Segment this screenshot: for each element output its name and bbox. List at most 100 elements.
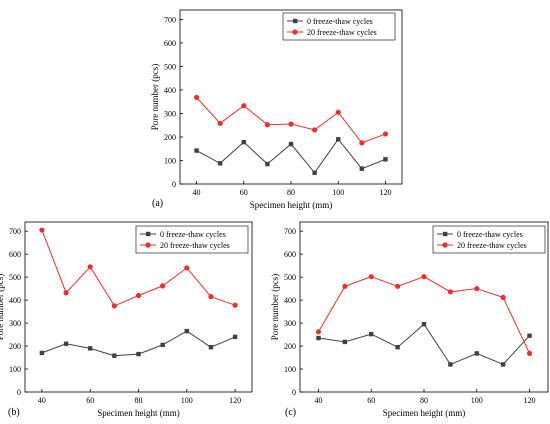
data-point-circle: [421, 274, 427, 280]
legend-box: [432, 225, 546, 254]
x-tick-label: 80: [135, 396, 143, 405]
data-point-square: [160, 342, 165, 348]
legend-box: [135, 225, 249, 254]
x-axis-label: Specimen height (mm): [97, 408, 179, 418]
series-line-1: [318, 323, 530, 366]
legend: 0 freeze-thaw cycles 20 freeze-thaw cycle…: [432, 225, 546, 254]
data-point-square: [500, 362, 506, 367]
legend-box: [282, 12, 396, 41]
legend: 0 freeze-thaw cycles 20 freeze-thaw cycle…: [135, 225, 249, 254]
chart-panel-2: 0 100 200 300 400 500 600 700 40 60 80 100 120 Specim…: [0, 221, 253, 418]
y-tick-label: 100: [164, 156, 176, 165]
data-point-square: [136, 351, 141, 357]
data-point-square: [39, 350, 45, 356]
x-tick-label: 40: [38, 396, 46, 405]
data-point-circle: [87, 264, 93, 270]
data-point-square: [395, 345, 400, 350]
legend-marker-circle: [442, 242, 448, 248]
y-tick-label: 600: [284, 250, 296, 259]
y-tick-label: 700: [284, 227, 296, 236]
panel-label: (a): [152, 198, 163, 209]
y-tick-label: 200: [284, 342, 296, 351]
y-tick-label: 200: [164, 133, 176, 142]
data-point-circle: [368, 274, 374, 280]
y-tick-label: 200: [9, 342, 21, 351]
x-tick-label: 100: [332, 188, 344, 197]
chart-panel-1: 0 100 200 300 400 500 600 700 40 60 80 100 120 Specim…: [150, 9, 403, 210]
data-point-circle: [288, 121, 294, 127]
data-point-square: [88, 346, 93, 351]
legend-label: 20 freeze-thaw cycles: [160, 241, 230, 250]
x-tick-label: 100: [471, 396, 483, 405]
x-tick-label: 40: [314, 396, 322, 405]
y-tick-label: 500: [9, 273, 21, 282]
y-tick-label: 0: [17, 388, 21, 397]
legend-label: 0 freeze-thaw cycles: [307, 17, 373, 26]
series-line-2: [196, 97, 386, 144]
y-tick-label: 500: [284, 273, 296, 282]
data-point-square: [241, 139, 246, 145]
legend-marker-circle: [145, 242, 151, 248]
data-point-square: [448, 362, 453, 367]
y-tick-label: 700: [164, 15, 176, 24]
y-axis-label: Pore number (pcs): [0, 274, 5, 340]
x-tick-label: 60: [86, 396, 94, 405]
data-point-circle: [382, 131, 389, 137]
data-point-square: [265, 161, 270, 167]
data-point-circle: [335, 109, 341, 115]
data-point-circle: [359, 140, 365, 146]
x-tick-label: 100: [181, 396, 193, 405]
data-point-circle: [312, 127, 318, 133]
data-point-square: [312, 170, 317, 175]
data-point-circle: [160, 283, 166, 289]
data-point-square: [369, 331, 374, 337]
data-point-circle: [241, 103, 247, 109]
legend-label: 0 freeze-thaw cycles: [457, 230, 523, 239]
legend-label: 20 freeze-thaw cycles: [307, 28, 377, 37]
data-point-square: [184, 328, 189, 334]
legend-label: 20 freeze-thaw cycles: [457, 241, 527, 250]
data-point-circle: [193, 94, 200, 101]
legend-marker-square: [443, 231, 448, 237]
y-tick-label: 400: [284, 296, 296, 305]
data-point-square: [208, 345, 214, 350]
y-tick-label: 0: [292, 388, 296, 397]
data-point-circle: [264, 122, 270, 128]
legend: 0 freeze-thaw cycles 20 freeze-thaw cycle…: [282, 12, 396, 41]
y-tick-label: 500: [164, 62, 176, 71]
y-tick-label: 400: [9, 296, 21, 305]
y-axis-label: Pore number (pcs): [270, 274, 280, 340]
data-point-square: [217, 161, 223, 166]
data-point-circle: [474, 286, 480, 292]
data-point-circle: [526, 350, 533, 357]
data-point-square: [383, 157, 388, 162]
x-tick-label: 60: [367, 396, 375, 405]
data-point-square: [336, 137, 341, 142]
x-tick-label: 80: [287, 188, 295, 197]
y-tick-label: 400: [164, 86, 176, 95]
data-point-circle: [315, 329, 322, 335]
legend-marker-square: [293, 18, 298, 24]
panel-label: (b): [8, 407, 20, 418]
data-point-circle: [217, 120, 223, 126]
y-tick-label: 700: [9, 227, 21, 236]
data-point-square: [527, 333, 532, 338]
data-point-circle: [447, 289, 453, 295]
data-point-circle: [111, 303, 117, 309]
y-tick-label: 100: [9, 365, 21, 374]
data-point-circle: [184, 265, 190, 271]
legend-label: 0 freeze-thaw cycles: [160, 230, 226, 239]
y-tick-label: 300: [284, 319, 296, 328]
data-point-square: [359, 166, 365, 171]
data-point-square: [288, 141, 294, 147]
data-point-square: [316, 335, 321, 341]
x-axis-label: Specimen height (mm): [383, 408, 465, 418]
panel-label: (c): [285, 407, 296, 418]
y-axis-label: Pore number (pcs): [150, 64, 160, 130]
x-axis-label: Specimen height (mm): [250, 200, 332, 210]
x-tick-label: 120: [379, 188, 391, 197]
data-point-square: [342, 339, 348, 345]
x-tick-label: 60: [240, 188, 248, 197]
data-point-circle: [63, 290, 69, 296]
